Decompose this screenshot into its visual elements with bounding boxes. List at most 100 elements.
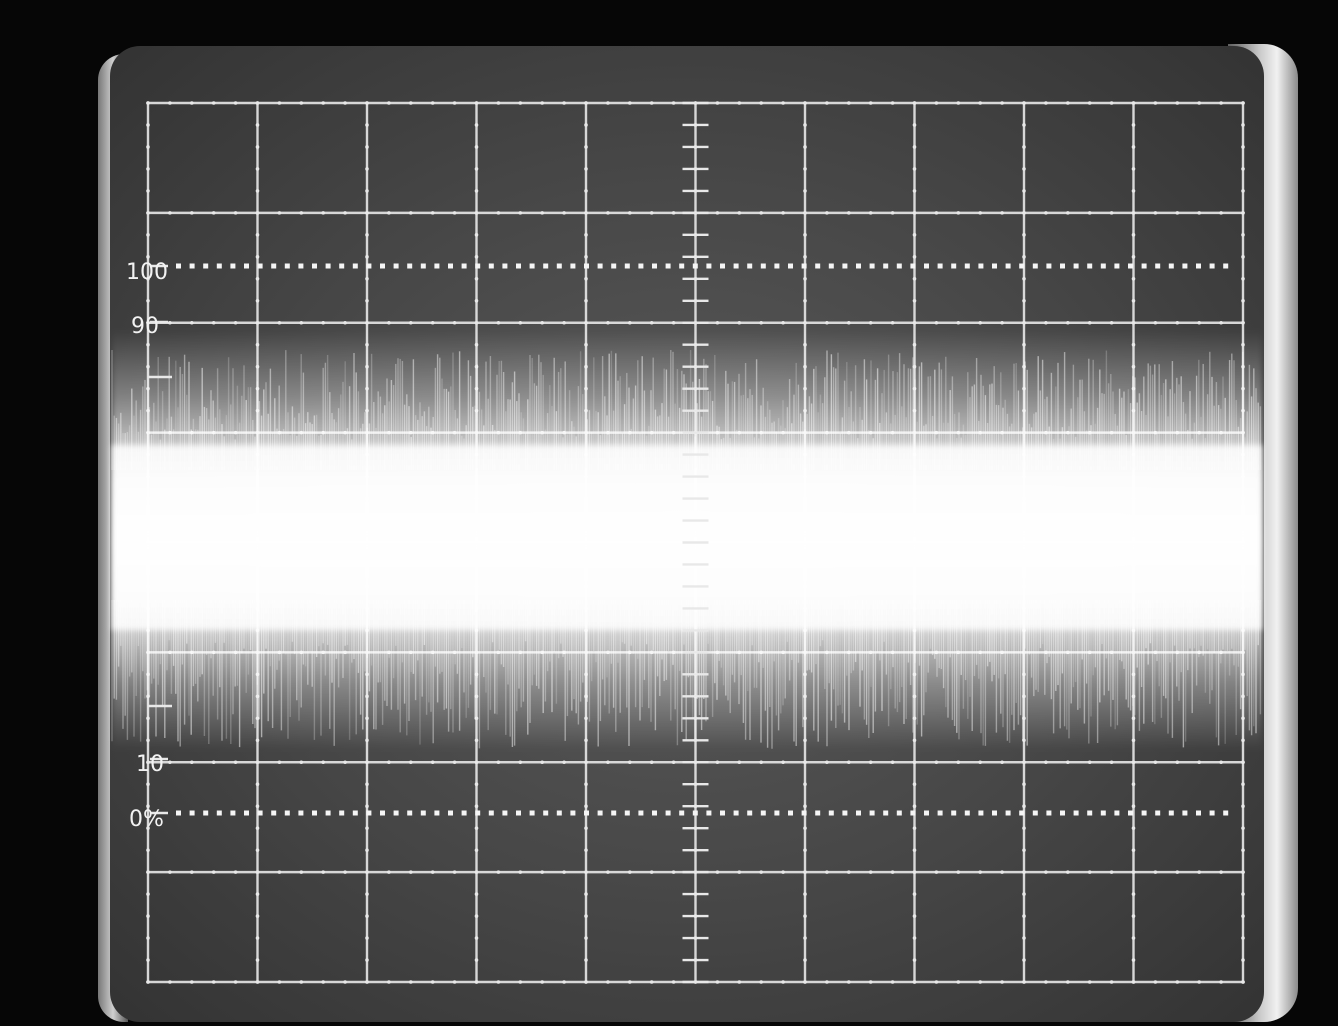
graticule-minor-dot [518,101,523,105]
graticule-minor-dot [255,870,260,874]
graticule-minor-dot [825,870,829,874]
graticule-minor-dot [825,320,829,325]
graticule-minor-dot [211,980,216,984]
graticule-minor-dot [299,101,304,105]
graticule-minor-dot [1219,211,1223,215]
graticule-minor-dot [1241,936,1245,940]
graticule-minor-dot [912,189,917,193]
graticule-minor-dot [190,101,194,105]
graticule-minor-dot [146,782,150,787]
reference-dot [733,810,739,816]
graticule-minor-dot [365,298,369,303]
reference-dot [910,810,916,816]
graticule-minor-dot [255,914,260,918]
reference-dot [720,810,725,816]
graticule-minor-dot [365,211,369,215]
graticule-minor-dot [978,980,982,984]
graticule-minor-dot [606,101,610,105]
reference-dot [407,810,413,816]
graticule-minor-dot [584,101,588,105]
graticule-minor-dot [781,101,785,105]
graticule-minor-dot [1175,320,1180,325]
graticule-minor-dot [255,892,260,896]
graticule-minor-dot [803,914,807,918]
graticule-minor-dot [365,848,369,852]
graticule-minor-dot [211,320,216,325]
reference-dot [1073,810,1079,816]
scale-label-10: 10 [136,752,164,777]
graticule-minor-dot [255,145,260,149]
graticule-minor-dot [1087,211,1092,215]
reference-dot [638,263,644,269]
graticule-minor-dot [803,804,807,808]
graticule-minor-dot [430,980,435,984]
graticule-minor-dot [233,760,238,765]
graticule-minor-dot [671,320,676,325]
graticule-minor-dot [452,980,457,984]
reference-dot [325,263,331,269]
graticule-minor-dot [803,980,807,984]
graticule-minor-dot [255,189,260,193]
graticule-minor-dot [146,870,150,874]
graticule-minor-dot [1022,958,1026,962]
graticule-minor-dot [1066,760,1070,765]
reference-dot [951,263,957,269]
graticule-minor-dot [1022,870,1026,874]
graticule-minor-dot [540,211,544,215]
graticule-minor-dot [496,101,501,105]
graticule-minor-dot [233,980,238,984]
graticule-minor-dot [233,870,238,874]
graticule-minor-dot [803,870,807,874]
graticule-minor-dot [190,980,194,984]
graticule-minor-dot [978,320,982,325]
graticule-minor-dot [365,277,369,281]
graticule-minor-dot [365,320,369,325]
graticule-minor-dot [1241,782,1245,787]
graticule-minor-dot [1022,980,1026,984]
graticule-minor-dot [1022,936,1026,940]
graticule-minor-dot [1197,760,1201,765]
graticule-minor-dot [1197,101,1201,105]
graticule-minor-dot [365,782,369,787]
reference-dot [924,263,929,269]
graticule-minor-dot [409,980,413,984]
graticule-minor-dot [584,804,588,808]
graticule-minor-dot [978,211,982,215]
reference-dot [339,263,345,269]
graticule-minor-dot [365,804,369,808]
graticule-minor-dot [409,211,413,215]
graticule-minor-dot [868,101,873,105]
graticule-minor-dot [803,848,807,852]
reference-dot [679,263,685,269]
graticule-minor-dot [1131,782,1136,787]
graticule-minor-dot [1241,145,1245,149]
graticule-minor-dot [1241,826,1245,830]
graticule-minor-dot [409,760,413,765]
graticule-minor-dot [321,760,326,765]
graticule-minor-dot [1022,782,1026,787]
graticule-minor-dot [803,145,807,149]
graticule-minor-dot [1131,277,1136,281]
graticule-minor-dot [343,320,347,325]
graticule-minor-dot [474,145,479,149]
graticule-minor-dot [737,211,742,215]
graticule-minor-dot [803,760,807,765]
graticule-minor-dot [1241,277,1245,281]
graticule-minor-dot [168,980,172,984]
graticule-minor-dot [365,255,369,259]
reference-dot [828,810,834,816]
graticule-minor-dot [255,123,260,127]
graticule-minor-dot [299,870,304,874]
reference-dot [1155,810,1161,816]
graticule-minor-dot [255,804,260,808]
reference-dot [502,263,508,269]
graticule-minor-dot [540,980,544,984]
reference-dot [1087,263,1093,269]
graticule-minor-dot [912,804,917,808]
graticule-minor-dot [1219,980,1223,984]
graticule-minor-dot [365,233,369,237]
graticule-minor-dot [912,101,917,105]
graticule-minor-dot [255,167,260,171]
graticule-minor-dot [190,320,194,325]
reference-dot [1209,810,1215,816]
